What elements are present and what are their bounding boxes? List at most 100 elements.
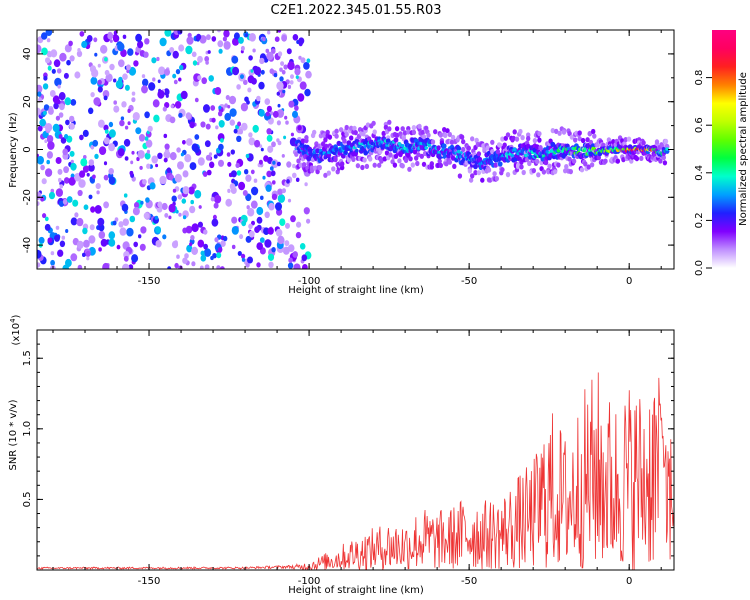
heatmap-cell [331,166,336,172]
heatmap-cell [535,158,540,165]
heatmap-cell [157,89,165,99]
heatmap-cell [169,47,175,53]
heatmap-cell [248,230,255,238]
heatmap-cell [229,119,235,126]
heatmap-cell [454,157,459,163]
heatmap-cell [264,98,271,105]
heatmap-cell [103,124,109,131]
heatmap-cell [251,186,259,196]
heatmap-cell [233,128,238,134]
heatmap-cell [37,44,42,54]
heatmap-cell [421,161,427,167]
heatmap-cell [456,149,461,154]
heatmap-cell [123,193,128,198]
heatmap-cell [334,128,339,134]
heatmap-cell [172,188,177,193]
heatmap-cell [99,146,107,156]
snr-x-ticks: -150 -100 -50 0 [52,330,662,587]
heatmap-cell [203,243,209,250]
heatmap-cell [424,146,429,150]
heatmap-cell [95,183,101,190]
heatmap-cell [138,234,142,239]
heatmap-cell [541,169,547,175]
heatmap-cell [54,234,60,242]
heatmap-cell [438,132,443,138]
heatmap-cell [223,41,231,50]
heatmap-cell [168,215,172,220]
heatmap-cell [365,122,371,128]
heatmap-cell [70,217,78,226]
heatmap-cell [218,48,223,54]
heatmap-cell [244,169,249,175]
heatmap-cell [505,132,511,138]
heatmap-cell [340,165,345,171]
heatmap-cell [237,121,242,127]
heatmap-cell [277,188,283,196]
snr-panel: -150 -100 -50 0 0.5 1.0 1.5 Height of straigh… [8,314,675,596]
heatmap-cell [60,137,67,144]
heatmap-cell [193,145,200,154]
heatmap-cell [166,167,172,173]
heatmap-cell [103,174,109,181]
heatmap-cell [271,141,276,148]
heatmap-cell [77,189,83,197]
heatmap-cell [46,151,54,159]
heatmap-cell [470,136,475,142]
heatmap-cell [275,228,283,237]
heatmap-cell [50,49,58,58]
heatmap-cell [79,31,85,37]
heatmap-cell [242,190,248,196]
heatmap-cell [218,120,225,128]
heatmap-cell [205,123,211,130]
heatmap-cell [227,104,231,109]
heatmap-cell [450,134,456,140]
heatmap-cell [205,154,211,161]
heatmap-cell [144,38,150,45]
heatmap-cell [146,149,150,154]
heatmap-cell [220,240,226,247]
heatmap-cell [384,150,390,156]
heatmap-cell [467,168,473,174]
heatmap-cell [290,74,294,79]
heatmap-cell [268,202,275,211]
heatmap-cell [83,239,90,248]
heatmap-cell [191,51,197,58]
heatmap-cell [151,57,157,64]
heatmap-cell [292,172,297,179]
y-tick-label: 1.0 [22,421,33,437]
heatmap-cell [251,77,257,85]
heatmap-cell [218,111,223,117]
heatmap-cell [126,69,130,74]
heatmap-cell [661,155,666,161]
heatmap-cell [510,153,515,158]
heatmap-cell [70,162,77,171]
heatmap-cell [663,138,669,144]
heatmap-cell [108,238,116,247]
heatmap-cell [128,66,137,76]
heatmap-cell [118,221,124,228]
heatmap-cell [220,138,224,143]
heatmap-cell [104,129,109,134]
heatmap-cell [459,134,465,140]
heatmap-cell [571,158,577,164]
heatmap-cell [281,70,286,75]
heatmap-cell [297,93,305,102]
heatmap-cell [155,226,162,234]
heatmap-cell [144,111,150,119]
heatmap-cell [57,249,64,257]
heatmap-cell [103,137,110,145]
colorbar-tick-label: 0.4 [694,165,705,181]
heatmap-cell [634,156,640,162]
heatmap-cell [212,214,217,220]
heatmap-cell [117,148,125,157]
heatmap-cell [197,239,205,248]
heatmap-cell [197,221,203,228]
heatmap-cell [543,160,549,166]
heatmap-cell [90,206,96,213]
snr-frame [36,329,675,571]
heatmap-cell [266,105,272,113]
heatmap-cell [186,138,193,146]
heatmap-cell [292,251,299,258]
heatmap-cell [126,64,131,71]
heatmap-cell [355,148,359,153]
